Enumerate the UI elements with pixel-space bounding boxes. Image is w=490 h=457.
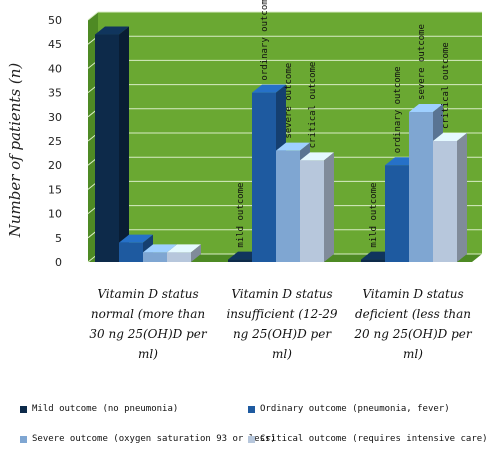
bar-top	[409, 103, 443, 112]
bar-side	[457, 133, 467, 262]
bar-top	[433, 133, 467, 141]
bar-label: severe outcome	[417, 24, 427, 100]
legend-item-ordinary: Ordinary outcome (pneumonia, fever)	[248, 404, 450, 414]
bar-front	[228, 259, 252, 262]
bar-label: critical outcome	[441, 42, 451, 129]
bar-front	[361, 259, 385, 262]
bar-front	[167, 252, 191, 262]
y-tick-label: 20	[48, 159, 62, 172]
bar-front	[433, 141, 457, 262]
bar-front	[385, 165, 409, 262]
y-tick-label: 45	[48, 38, 62, 51]
bar-side	[324, 152, 334, 262]
bar-label: critical outcome	[308, 62, 318, 149]
legend-item-severe: Severe outcome (oxygen saturation 93 or …	[20, 434, 276, 444]
bar-label: mild outcome	[369, 183, 379, 248]
y-tick-label: 10	[48, 208, 62, 221]
bar	[433, 133, 467, 262]
y-axis-ticks: 0 5 10 15 20 25 30 35 40 45 50	[48, 14, 62, 269]
y-axis-label: Number of patients (n)	[6, 63, 24, 239]
legend-label-ordinary: Ordinary outcome (pneumonia, fever)	[260, 404, 450, 414]
y-tick-label: 5	[55, 232, 62, 245]
bar-label: mild outcome	[236, 183, 246, 248]
bar-front	[95, 34, 119, 262]
legend-label-severe: Severe outcome (oxygen saturation 93 or …	[32, 434, 276, 444]
bar-label: ordinary outcome	[260, 0, 270, 81]
bars	[95, 26, 467, 263]
bar-label: severe outcome	[284, 63, 294, 139]
bar-front	[119, 242, 143, 262]
bar-top	[143, 244, 177, 253]
bar-front	[300, 160, 324, 262]
legend-item-mild: Mild outcome (no pneumonia)	[20, 404, 178, 414]
bar-front	[143, 252, 167, 262]
bar-front	[409, 111, 433, 263]
bar-front	[276, 150, 300, 262]
bar-side	[119, 26, 129, 262]
bar-front	[252, 92, 276, 262]
legend-swatch-mild	[20, 405, 27, 413]
legend-item-critical: Critical outcome (requires intensive car…	[248, 434, 488, 444]
y-tick-label: 0	[55, 256, 62, 269]
category-label-deficient: Vitamin D status deficient (less than 20…	[354, 287, 472, 361]
bar-top	[300, 152, 334, 161]
y-tick-label: 50	[48, 14, 62, 27]
bar	[300, 152, 334, 262]
category-label-insufficient: Vitamin D status insufficient (12-29 ng …	[226, 287, 338, 361]
y-tick-label: 35	[48, 87, 62, 100]
category-label-normal: Vitamin D status normal (more than 30 ng…	[89, 287, 207, 361]
bar	[167, 244, 201, 262]
legend-label-critical: Critical outcome (requires intensive car…	[260, 434, 488, 444]
legend: Mild outcome (no pneumonia) Ordinary out…	[0, 396, 490, 456]
y-tick-label: 15	[48, 183, 62, 196]
bar-top	[252, 84, 286, 93]
legend-swatch-severe	[20, 435, 27, 443]
bar-top	[167, 244, 201, 253]
y-tick-label: 40	[48, 62, 62, 75]
gridline	[87, 11, 482, 21]
bar-labels: mild outcome ordinary outcome severe outco…	[236, 0, 451, 248]
bar	[95, 26, 129, 262]
y-tick-label: 30	[48, 111, 62, 124]
y-tick-label: 25	[48, 135, 62, 148]
legend-swatch-ordinary	[248, 405, 255, 413]
bar-top	[276, 142, 310, 151]
legend-swatch-critical	[248, 435, 255, 443]
bar-top	[95, 26, 129, 35]
legend-label-mild: Mild outcome (no pneumonia)	[32, 404, 179, 414]
bar-side	[191, 244, 201, 262]
bar-label: ordinary outcome	[393, 66, 403, 153]
bar-top	[119, 234, 153, 243]
